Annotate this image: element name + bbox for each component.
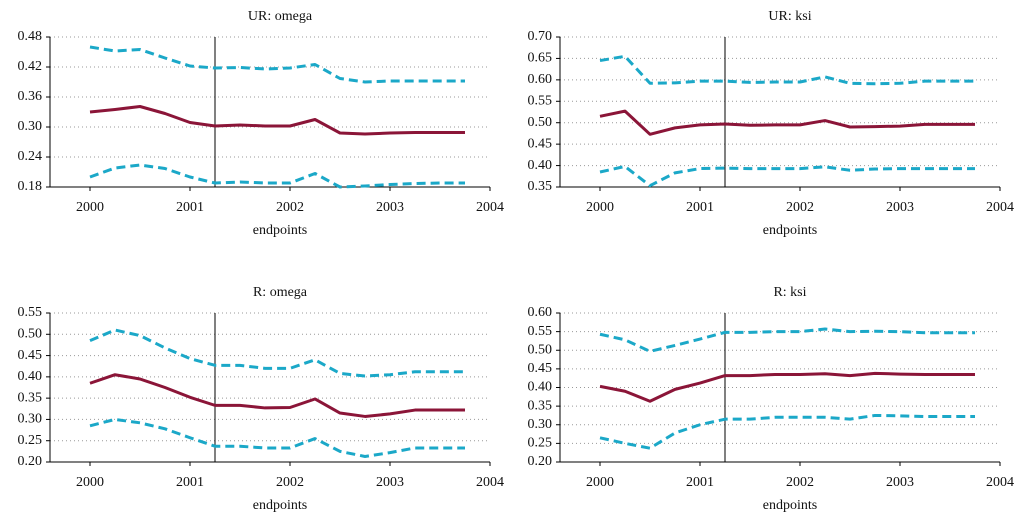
y-tick-label: 0.40: [528, 158, 553, 173]
x-axis-label: endpoints: [253, 223, 307, 238]
x-tick-label: 2003: [886, 200, 914, 215]
y-tick-label: 0.25: [18, 433, 43, 448]
x-tick-label: 2001: [686, 475, 714, 490]
chart-title: UR: omega: [248, 9, 313, 24]
band-line: [599, 54, 975, 86]
y-tick-label: 0.70: [528, 29, 553, 44]
y-tick-label: 0.55: [528, 324, 553, 339]
estimate-line: [599, 371, 975, 403]
x-axis-label: endpoints: [763, 498, 817, 513]
x-tick-label: 2002: [786, 475, 814, 490]
x-tick-label: 2001: [176, 200, 204, 215]
y-tick-label: 0.36: [18, 89, 43, 104]
y-tick-label: 0.65: [528, 51, 553, 66]
band-line: [599, 327, 975, 353]
y-tick-label: 0.55: [528, 94, 553, 109]
x-tick-label: 2003: [886, 475, 914, 490]
y-tick-label: 0.30: [528, 417, 553, 432]
x-tick-label: 2003: [376, 200, 404, 215]
band-line: [89, 417, 465, 458]
chart-title: R: ksi: [773, 285, 806, 300]
y-tick-label: 0.42: [18, 59, 43, 74]
band-line: [89, 328, 465, 378]
x-tick-label: 2004: [986, 475, 1014, 490]
band-line: [89, 45, 465, 84]
y-tick-label: 0.35: [528, 179, 553, 194]
y-tick-label: 0.20: [528, 454, 553, 469]
x-tick-label: 2002: [276, 475, 304, 490]
x-tick-label: 2004: [476, 475, 504, 490]
chart-title: R: omega: [253, 285, 308, 300]
y-tick-label: 0.30: [18, 412, 43, 427]
x-axis-label: endpoints: [763, 223, 817, 238]
y-tick-label: 0.50: [18, 327, 43, 342]
band-line: [89, 163, 465, 189]
x-tick-label: 2002: [276, 200, 304, 215]
x-tick-label: 2000: [76, 475, 104, 490]
band-line: [599, 164, 975, 188]
x-tick-label: 2000: [586, 475, 614, 490]
estimate-line: [89, 105, 465, 136]
x-tick-label: 2004: [986, 200, 1014, 215]
y-tick-label: 0.55: [18, 305, 43, 320]
x-tick-label: 2003: [376, 475, 404, 490]
y-tick-label: 0.60: [528, 72, 553, 87]
y-tick-label: 0.24: [18, 149, 43, 164]
y-tick-label: 0.35: [528, 398, 553, 413]
y-tick-label: 0.50: [528, 115, 553, 130]
chart-title: UR: ksi: [768, 9, 811, 24]
x-tick-label: 2000: [76, 200, 104, 215]
y-tick-label: 0.35: [18, 390, 43, 405]
y-tick-label: 0.25: [528, 436, 553, 451]
y-tick-label: 0.40: [528, 380, 553, 395]
band-line: [599, 413, 975, 450]
y-tick-label: 0.18: [18, 179, 43, 194]
x-tick-label: 2004: [476, 200, 504, 215]
y-tick-label: 0.20: [18, 454, 43, 469]
x-axis-label: endpoints: [253, 498, 307, 513]
estimate-line: [89, 373, 465, 418]
y-tick-label: 0.45: [528, 361, 553, 376]
x-tick-label: 2000: [586, 200, 614, 215]
x-tick-label: 2001: [686, 200, 714, 215]
y-tick-label: 0.48: [18, 29, 43, 44]
y-tick-label: 0.60: [528, 305, 553, 320]
y-tick-label: 0.50: [528, 342, 553, 357]
y-tick-label: 0.45: [18, 348, 43, 363]
y-tick-label: 0.45: [528, 136, 553, 151]
y-tick-label: 0.40: [18, 369, 43, 384]
x-tick-label: 2001: [176, 475, 204, 490]
x-tick-label: 2002: [786, 200, 814, 215]
estimate-line: [599, 109, 975, 136]
y-tick-label: 0.30: [18, 119, 43, 134]
